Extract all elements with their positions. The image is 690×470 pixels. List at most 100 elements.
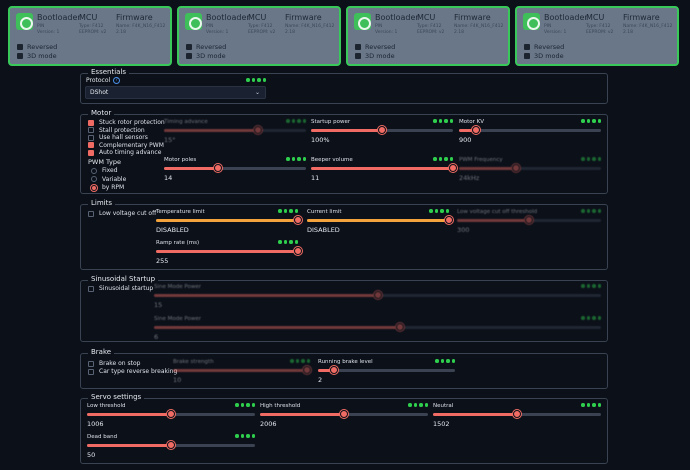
motor-checkbox-stuck-rotor-protection[interactable]: Stuck rotor protection xyxy=(88,119,165,126)
neutral-slider[interactable]: Neutral 1502 xyxy=(433,403,601,429)
high-threshold-slider[interactable]: High threshold 2006 xyxy=(260,403,428,429)
checkbox-box[interactable] xyxy=(88,368,94,375)
checkbox-box[interactable] xyxy=(88,134,94,141)
slider-track[interactable] xyxy=(164,126,306,134)
slider-track[interactable] xyxy=(307,216,453,224)
pwm-frequency-slider[interactable]: PWM Frequency 24kHz xyxy=(459,157,601,183)
slider-thumb[interactable] xyxy=(513,410,521,418)
brake-strength-slider[interactable]: Brake strength 10 xyxy=(173,359,312,385)
checkbox-box[interactable] xyxy=(524,53,530,59)
sine-mode-power-slider-2[interactable]: Sine Mode Power 6 xyxy=(154,316,601,342)
low-voltage-threshold-slider[interactable]: Low voltage cut off threshold 300 xyxy=(457,209,601,235)
low-threshold-slider[interactable]: Low threshold 1006 xyxy=(87,403,255,429)
low-voltage-cutoff-checkbox[interactable]: Low voltage cut off xyxy=(88,210,156,217)
slider-track[interactable] xyxy=(173,366,312,374)
motor-kv-slider[interactable]: Motor KV 900 xyxy=(459,119,601,145)
slider-thumb[interactable] xyxy=(340,410,348,418)
slider-track[interactable] xyxy=(156,247,302,255)
help-icon[interactable]: ? xyxy=(113,77,121,84)
slider-track[interactable] xyxy=(154,323,601,331)
motor-poles-slider[interactable]: Motor poles 14 xyxy=(164,157,306,183)
checkbox-box[interactable] xyxy=(186,44,192,50)
slider-track[interactable] xyxy=(260,410,428,418)
current-limit-slider[interactable]: Current limit DISABLED xyxy=(307,209,453,235)
slider-track[interactable] xyxy=(459,164,601,172)
startup-power-slider[interactable]: Startup power 100% xyxy=(311,119,453,145)
3d-mode-checkbox[interactable]: 3D mode xyxy=(355,52,395,60)
slider-track[interactable] xyxy=(164,164,306,172)
slider-track[interactable] xyxy=(154,291,601,299)
checkbox-box[interactable] xyxy=(88,360,94,367)
slider-thumb[interactable] xyxy=(167,441,175,449)
slider-thumb[interactable] xyxy=(294,247,302,255)
esc-card-4[interactable]: Bootloader PIN Version: 1 MCU Type: F412… xyxy=(515,6,679,66)
slider-track[interactable] xyxy=(87,410,255,418)
slider-thumb[interactable] xyxy=(511,164,520,172)
temperature-limit-slider[interactable]: Temperature limit DISABLED xyxy=(156,209,302,235)
3d-mode-checkbox[interactable]: 3D mode xyxy=(524,52,564,60)
checkbox-box[interactable] xyxy=(17,44,23,50)
slider-track[interactable] xyxy=(156,216,302,224)
reversed-checkbox[interactable]: Reversed xyxy=(524,43,564,51)
slider-thumb[interactable] xyxy=(373,291,382,299)
checkbox-box[interactable] xyxy=(88,210,94,217)
motor-checkbox-stall-protection[interactable]: Stall protection xyxy=(88,127,145,134)
slider-track[interactable] xyxy=(87,441,255,449)
beeper-volume-slider[interactable]: Beeper volume 11 xyxy=(311,157,457,183)
esc-card-3[interactable]: Bootloader PIN Version: 1 MCU Type: F412… xyxy=(346,6,510,66)
3d-mode-checkbox[interactable]: 3D mode xyxy=(17,52,57,60)
checkbox-box[interactable] xyxy=(355,44,361,50)
pwm-radio-fixed[interactable]: Fixed xyxy=(91,167,118,174)
slider-track[interactable] xyxy=(318,366,455,374)
radio-circle[interactable] xyxy=(91,184,97,191)
checkbox-box[interactable] xyxy=(88,285,94,292)
sine-mode-power-slider-1[interactable]: Sine Mode Power 15 xyxy=(154,284,601,310)
slider-thumb[interactable] xyxy=(378,126,386,134)
slider-thumb[interactable] xyxy=(330,366,339,374)
slider-track[interactable] xyxy=(311,164,457,172)
motor-checkbox-use-hall-sensors[interactable]: Use hall sensors xyxy=(88,134,148,141)
timing-advance-slider[interactable]: Timing advance 15° xyxy=(164,119,306,145)
reversed-checkbox[interactable]: Reversed xyxy=(186,43,226,51)
pwm-radio-variable[interactable]: Variable xyxy=(91,176,126,183)
slider-thumb[interactable] xyxy=(445,216,453,224)
radio-circle[interactable] xyxy=(91,167,97,174)
radio-circle[interactable] xyxy=(91,176,97,182)
esc-card-1[interactable]: Bootloader PIN Version: 1 MCU Type: F412… xyxy=(8,6,172,66)
slider-track[interactable] xyxy=(311,126,453,134)
3d-mode-checkbox[interactable]: 3D mode xyxy=(186,52,226,60)
checkbox-box[interactable] xyxy=(88,142,94,149)
car-type-reverse-braking-checkbox[interactable]: Car type reverse breaking xyxy=(88,368,177,375)
dead-band-slider[interactable]: Dead band 50 xyxy=(87,434,255,460)
checkbox-box[interactable] xyxy=(524,44,530,50)
checkbox-box[interactable] xyxy=(17,53,23,59)
checkbox-box[interactable] xyxy=(88,119,94,126)
protocol-select[interactable]: DShot ⌄ xyxy=(85,86,266,99)
slider-track[interactable] xyxy=(457,216,601,224)
slider-thumb[interactable] xyxy=(213,164,222,172)
slider-thumb[interactable] xyxy=(449,164,457,172)
checkbox-box[interactable] xyxy=(186,53,192,59)
checkbox-box[interactable] xyxy=(88,149,94,156)
slider-thumb[interactable] xyxy=(253,126,262,134)
sinusoidal-startup-checkbox[interactable]: Sinusoidal startup xyxy=(88,285,153,292)
reversed-checkbox[interactable]: Reversed xyxy=(17,43,57,51)
slider-thumb[interactable] xyxy=(303,366,312,374)
slider-thumb[interactable] xyxy=(472,126,481,134)
slider-thumb[interactable] xyxy=(525,216,533,224)
checkbox-box[interactable] xyxy=(88,127,94,134)
slider-thumb[interactable] xyxy=(294,216,302,224)
ramp-rate-slider[interactable]: Ramp rate (ms) 255 xyxy=(156,240,302,266)
motor-checkbox-complementary-pwm[interactable]: Complementary PWM xyxy=(88,142,164,149)
slider-track[interactable] xyxy=(433,410,601,418)
esc-card-2[interactable]: Bootloader PIN Version: 1 MCU Type: F412… xyxy=(177,6,341,66)
checkbox-box[interactable] xyxy=(355,53,361,59)
slider-thumb[interactable] xyxy=(395,323,404,331)
reversed-checkbox[interactable]: Reversed xyxy=(355,43,395,51)
running-brake-level-slider[interactable]: Running brake level 2 xyxy=(318,359,455,385)
slider-track[interactable] xyxy=(459,126,601,134)
pwm-radio-by-rpm[interactable]: by RPM xyxy=(91,184,124,191)
slider-thumb[interactable] xyxy=(167,410,175,418)
brake-on-stop-checkbox[interactable]: Brake on stop xyxy=(88,360,140,367)
motor-checkbox-auto-timing-advance[interactable]: Auto timing advance xyxy=(88,149,161,156)
